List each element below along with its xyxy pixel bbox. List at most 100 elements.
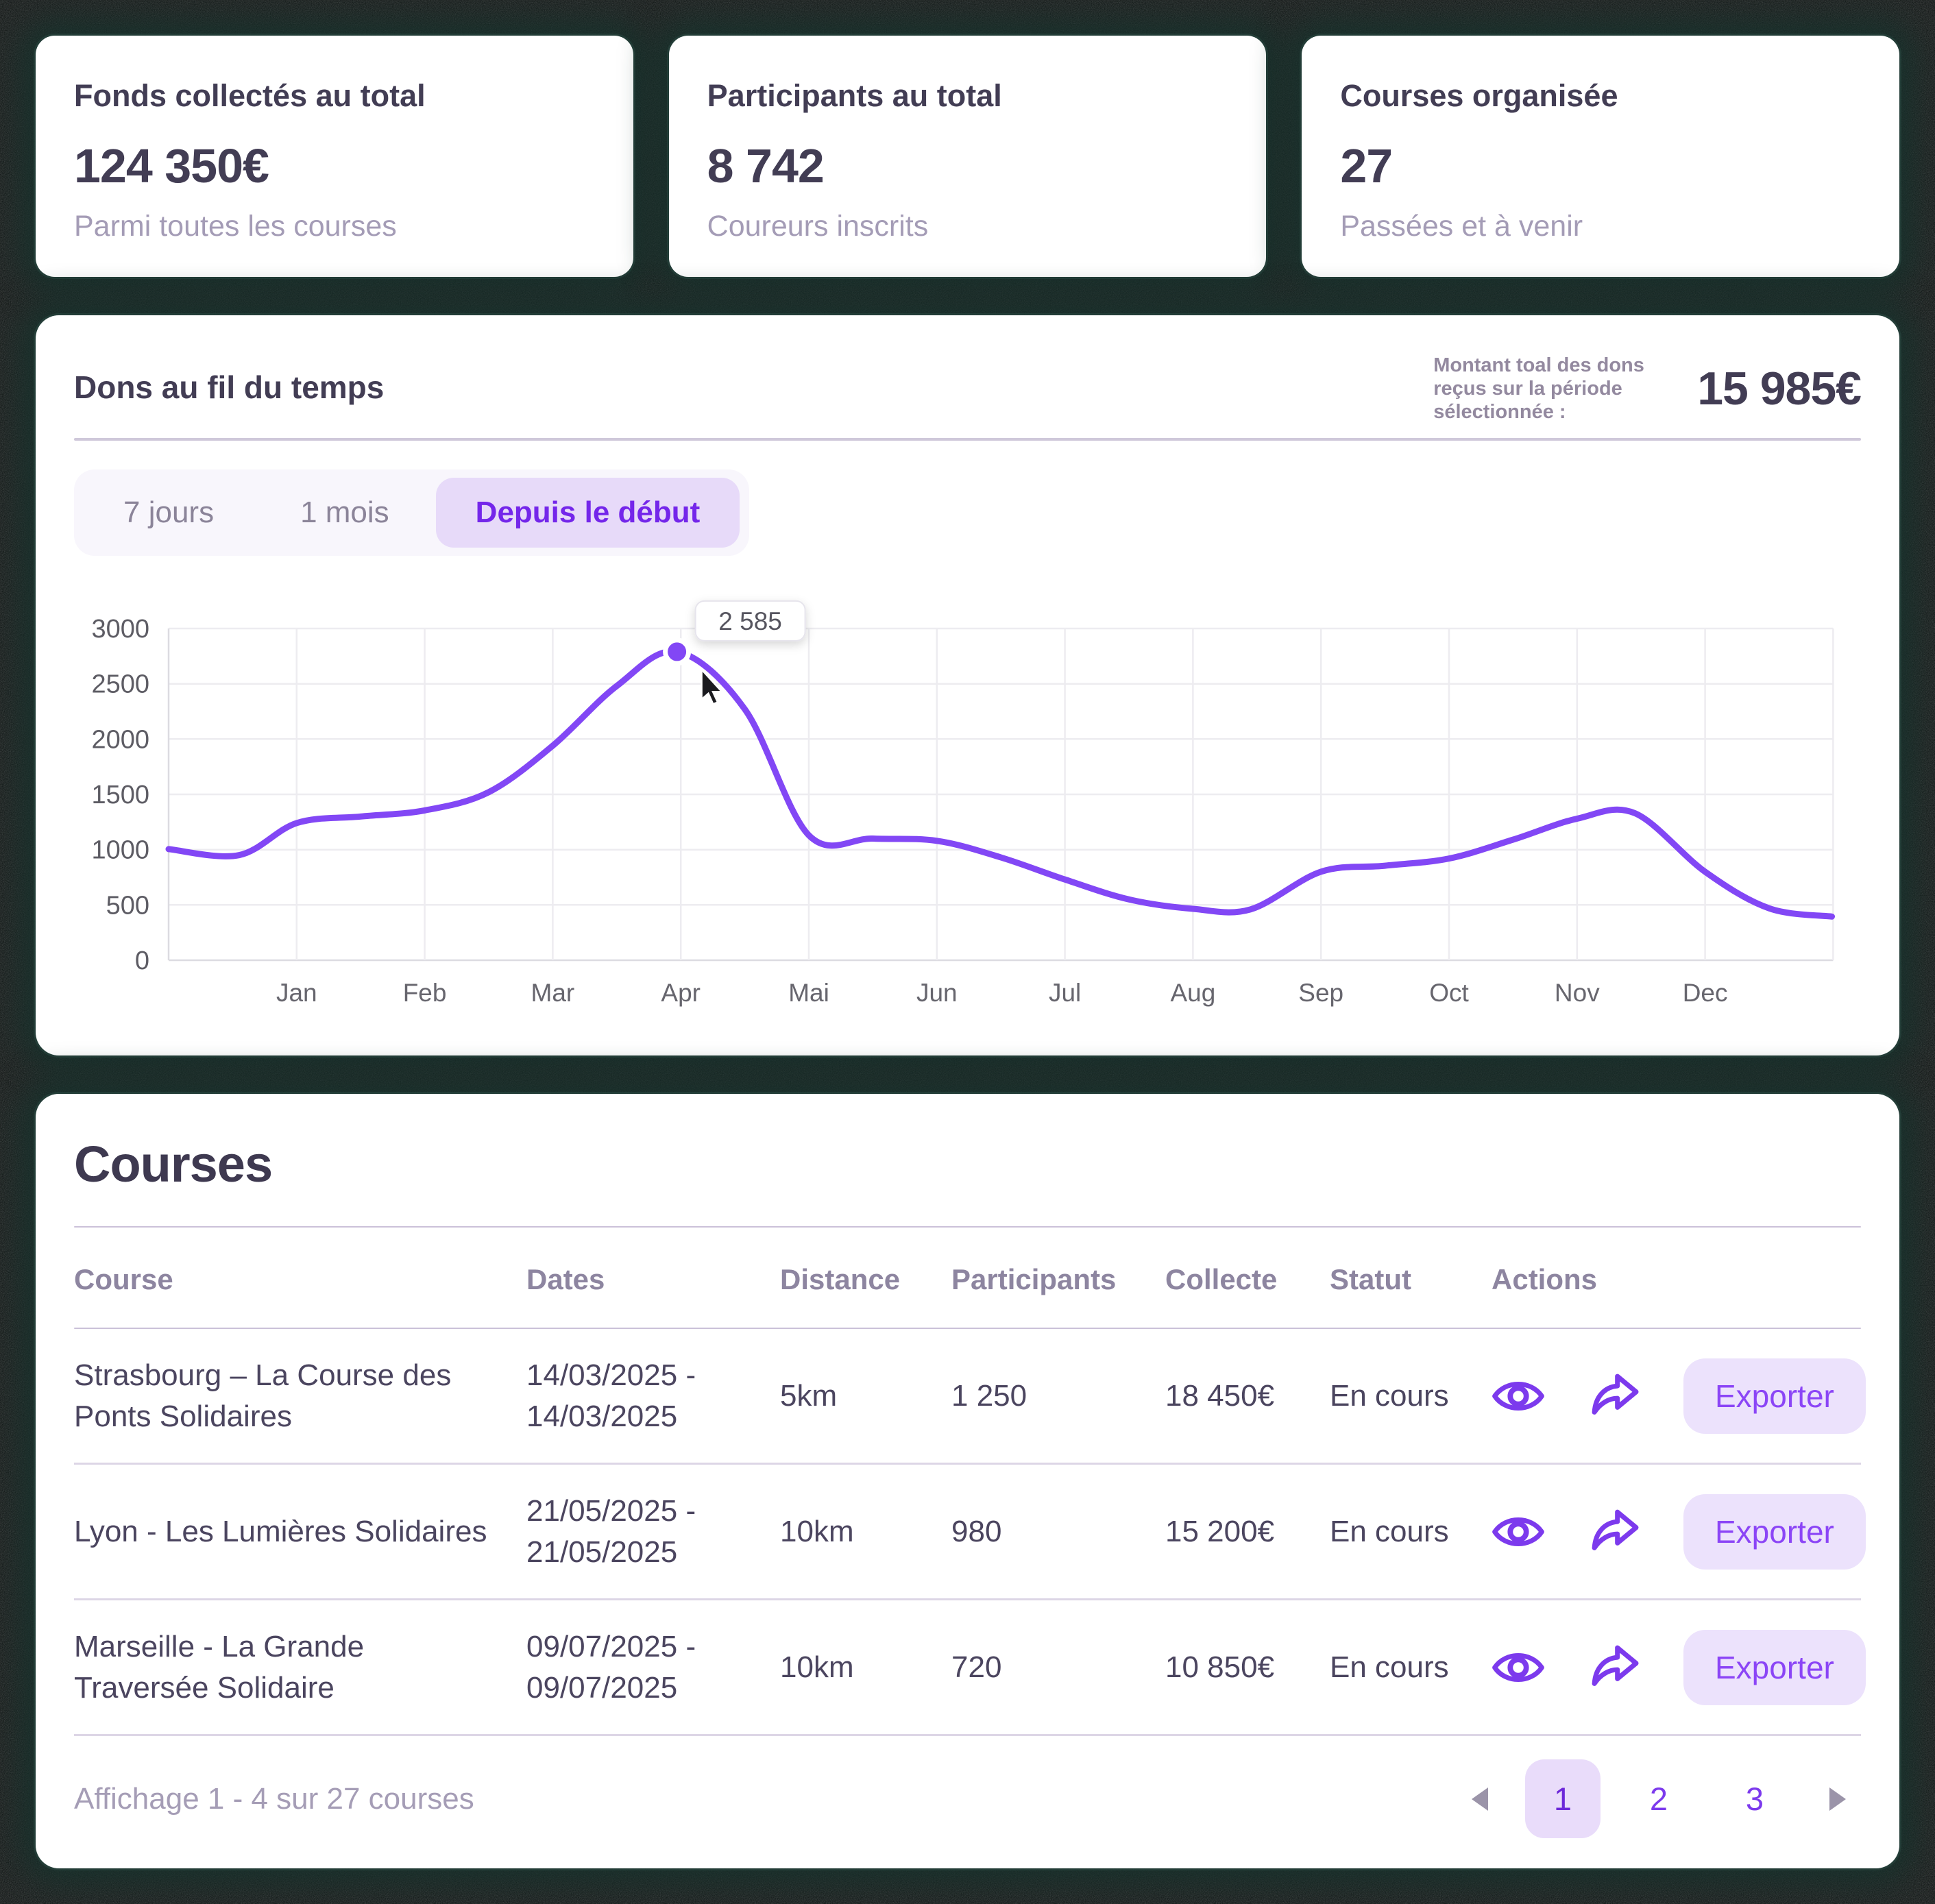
page-button-3[interactable]: 3 (1717, 1759, 1792, 1838)
cell-collecte: 18 450€ (1165, 1378, 1275, 1413)
column-header-participants: Participants (951, 1263, 1117, 1295)
chevron-right-icon (1829, 1787, 1846, 1811)
eye-icon (1492, 1652, 1544, 1682)
page-button-1[interactable]: 1 (1525, 1759, 1601, 1838)
eye-icon (1492, 1381, 1544, 1411)
stat-subtitle: Parmi toutes les courses (74, 210, 397, 243)
cell-participants: 980 (951, 1514, 1002, 1548)
stat-value: 124 350€ (74, 139, 269, 193)
share-button[interactable] (1587, 1641, 1641, 1694)
share-arrow-icon (1592, 1374, 1639, 1415)
share-arrow-icon (1592, 1645, 1639, 1686)
cell-participants: 720 (951, 1650, 1002, 1684)
column-header-distance: Distance (780, 1263, 901, 1295)
svg-text:Aug: Aug (1170, 979, 1215, 1007)
cell-dates: 14/03/2025 - 14/03/2025 (526, 1358, 696, 1433)
svg-text:Feb: Feb (403, 979, 447, 1007)
svg-text:Dec: Dec (1683, 979, 1728, 1007)
svg-text:Nov: Nov (1555, 979, 1600, 1007)
stat-card-races: Courses organisée 27 Passées et à venir (1302, 36, 1899, 277)
cell-distance: 5km (780, 1378, 838, 1413)
column-header-collecte: Collecte (1165, 1263, 1278, 1295)
stat-title: Courses organisée (1340, 78, 1618, 113)
period-tabs: 7 jours 1 mois Depuis le début (74, 469, 750, 556)
share-button[interactable] (1587, 1505, 1641, 1559)
svg-text:2500: 2500 (91, 670, 149, 698)
cell-dates: 21/05/2025 - 21/05/2025 (526, 1494, 696, 1569)
cell-distance: 10km (780, 1514, 854, 1548)
stat-card-participants: Participants au total 8 742 Coureurs ins… (668, 36, 1267, 277)
cell-course-name: Marseille - La Grande Traversée Solidair… (74, 1630, 365, 1705)
donations-line-chart[interactable]: 0 500 1000 1500 2000 2500 3000 Jan Feb Mar Apr Mai J… (74, 587, 1861, 1026)
tab-7-days[interactable]: 7 jours (123, 495, 215, 529)
table-footer: Affichage 1 - 4 sur 27 courses 1 2 3 (74, 1736, 1861, 1838)
courses-table-card: Courses Course Dates Distance Participan… (36, 1094, 1899, 1868)
stats-row: Fonds collectés au total 124 350€ Parmi … (36, 36, 1899, 277)
svg-text:2 585: 2 585 (718, 607, 782, 635)
cell-statut: En cours (1330, 1650, 1449, 1684)
cell-actions: Exporter (1492, 1629, 1866, 1705)
svg-text:Jun: Jun (916, 979, 958, 1007)
svg-text:0: 0 (135, 947, 149, 975)
cell-course-name: Strasbourg – La Course des Ponts Solidai… (74, 1358, 452, 1433)
view-button[interactable] (1492, 1369, 1545, 1423)
tab-since-start[interactable]: Depuis le début (435, 477, 740, 548)
column-header-course: Course (74, 1263, 173, 1295)
column-header-dates: Dates (526, 1263, 605, 1295)
column-header-statut: Statut (1330, 1263, 1411, 1295)
svg-text:Mai: Mai (788, 979, 829, 1007)
svg-text:2000: 2000 (91, 725, 149, 754)
chart-header-divider (74, 437, 1861, 441)
stat-value: 27 (1340, 139, 1393, 193)
line-chart-svg[interactable]: 0 500 1000 1500 2000 2500 3000 Jan Feb Mar Apr Mai J… (74, 587, 1861, 1026)
courses-title: Courses (74, 1136, 273, 1193)
cell-statut: En cours (1330, 1378, 1449, 1413)
eye-icon (1492, 1517, 1544, 1546)
period-total-value: 15 985€ (1697, 363, 1862, 415)
svg-text:3000: 3000 (91, 615, 149, 644)
cell-dates: 09/07/2025 - 09/07/2025 (526, 1630, 696, 1705)
chart-header: Dons au fil du temps Montant toal des do… (74, 345, 1862, 424)
export-button[interactable]: Exporter (1683, 1358, 1866, 1434)
period-total-label: Montant toal des dons reçus sur la pério… (1433, 354, 1644, 424)
svg-text:Mar: Mar (531, 979, 575, 1007)
donations-chart-card: Dons au fil du temps Montant toal des do… (36, 315, 1899, 1055)
table-row: Strasbourg – La Course des Ponts Solidai… (74, 1329, 1866, 1465)
cell-statut: En cours (1330, 1514, 1449, 1548)
pagination-summary: Affichage 1 - 4 sur 27 courses (74, 1781, 474, 1816)
share-arrow-icon (1592, 1509, 1639, 1550)
stat-value: 8 742 (707, 139, 825, 193)
previous-page-button[interactable] (1457, 1786, 1505, 1812)
cell-actions: Exporter (1492, 1493, 1866, 1570)
page-button-2[interactable]: 2 (1621, 1759, 1696, 1838)
svg-text:Oct: Oct (1429, 979, 1469, 1007)
cell-distance: 10km (780, 1650, 854, 1684)
svg-text:1500: 1500 (91, 781, 149, 809)
tab-1-month[interactable]: 1 mois (300, 495, 389, 529)
svg-text:Jul: Jul (1049, 979, 1081, 1007)
table-row: Marseille - La Grande Traversée Solidair… (74, 1600, 1866, 1736)
export-button[interactable]: Exporter (1683, 1493, 1866, 1570)
view-button[interactable] (1492, 1505, 1545, 1559)
stat-subtitle: Passées et à venir (1340, 210, 1583, 243)
pagination: 1 2 3 (1457, 1759, 1861, 1838)
column-header-actions: Actions (1492, 1263, 1598, 1295)
svg-text:Jan: Jan (276, 979, 317, 1007)
cell-actions: Exporter (1492, 1358, 1866, 1434)
svg-text:Sep: Sep (1298, 979, 1343, 1007)
export-button[interactable]: Exporter (1683, 1629, 1866, 1705)
stat-title: Participants au total (707, 78, 1002, 113)
view-button[interactable] (1492, 1641, 1545, 1694)
table-title-divider (74, 1226, 1861, 1228)
next-page-button[interactable] (1813, 1786, 1861, 1812)
cell-collecte: 10 850€ (1165, 1650, 1275, 1684)
svg-text:500: 500 (106, 891, 149, 920)
stat-card-funds: Fonds collectés au total 124 350€ Parmi … (36, 36, 633, 277)
cell-course-name: Lyon - Les Lumières Solidaires (74, 1514, 487, 1548)
share-button[interactable] (1587, 1369, 1641, 1423)
cell-collecte: 15 200€ (1165, 1514, 1275, 1548)
chart-title: Dons au fil du temps (74, 369, 385, 405)
cell-participants: 1 250 (951, 1378, 1027, 1413)
courses-rows: Strasbourg – La Course des Ponts Solidai… (74, 1329, 1866, 1736)
